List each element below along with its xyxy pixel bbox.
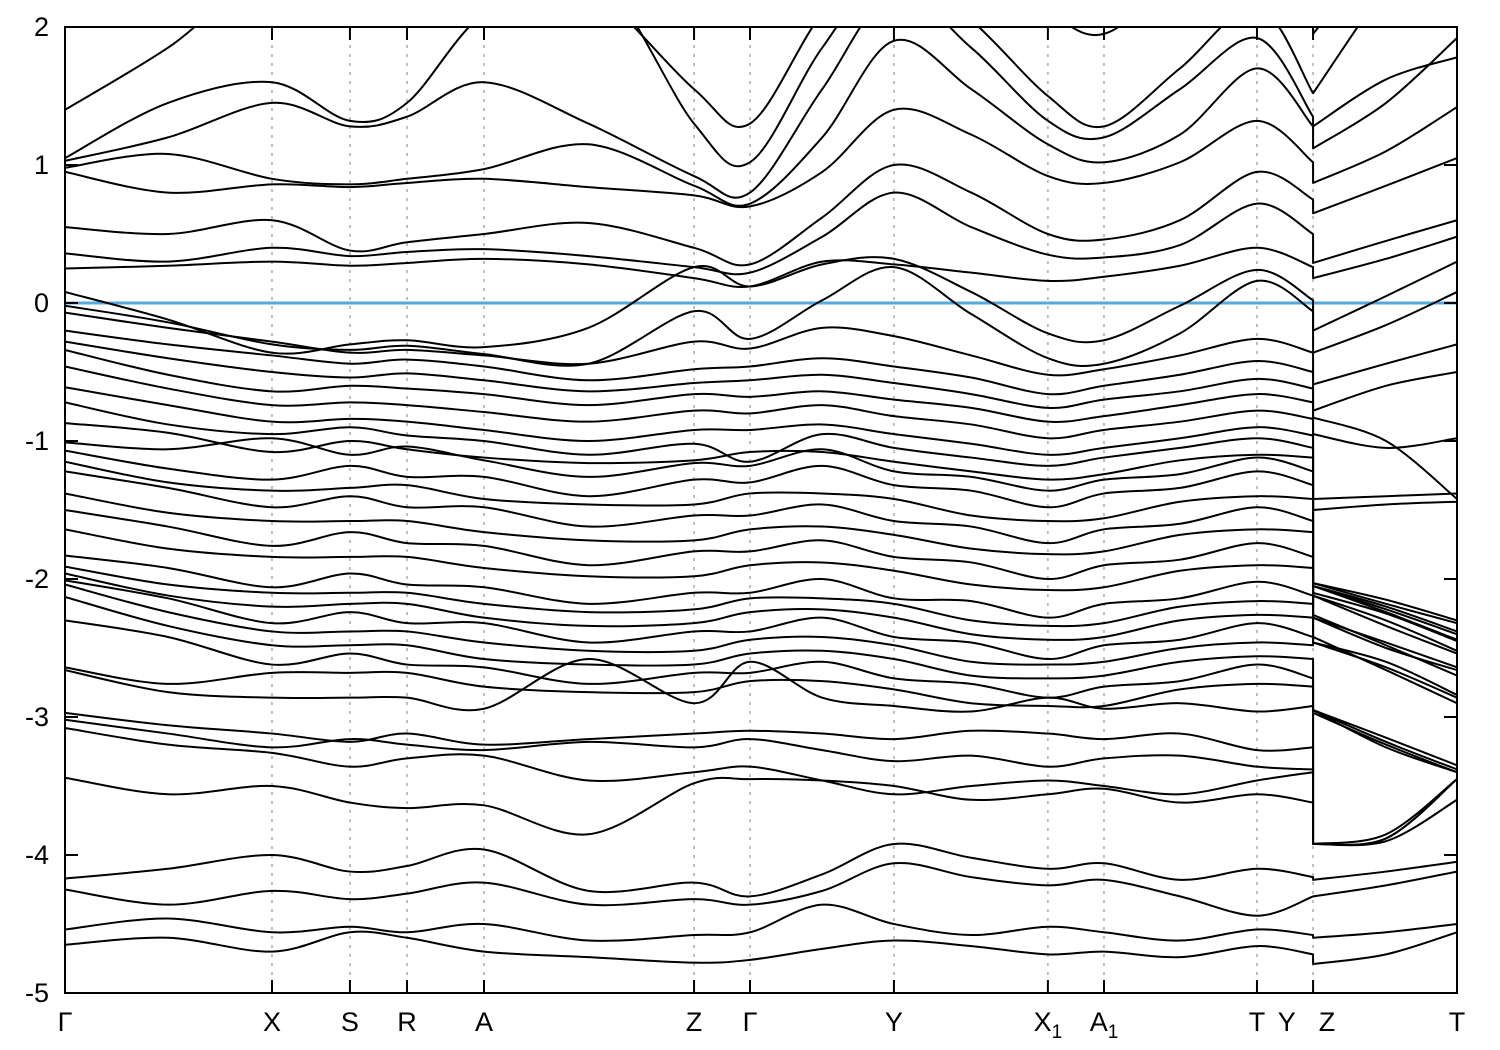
kpoint-label: Γ [743, 1007, 758, 1037]
band-line [65, 386, 1457, 511]
y-tick-label: 1 [34, 150, 49, 180]
band-line [65, 862, 1457, 917]
y-tick-label: 0 [34, 288, 49, 318]
band-line [65, 311, 1457, 386]
band-line [65, 619, 1457, 771]
y-tick-label: 2 [34, 12, 49, 42]
band-line [65, 460, 1457, 677]
band-line [65, 492, 1457, 633]
y-tick-label: -1 [25, 426, 49, 456]
band-line [65, 401, 1457, 622]
band-line [65, 27, 1359, 168]
kpoint-label: X [263, 1007, 281, 1037]
kpoint-label: A [475, 1007, 493, 1037]
band-line [65, 595, 1457, 767]
axis-ticks [65, 26, 1457, 994]
kpoint-label: X1 [1034, 1007, 1063, 1043]
y-tick-label: -3 [25, 702, 49, 732]
band-line [65, 930, 1457, 966]
band-line [65, 565, 1457, 655]
band-line [65, 106, 1457, 209]
kpoint-label: T [1449, 1007, 1466, 1037]
band-line [65, 235, 1457, 289]
band-line [65, 658, 1457, 846]
band-line [65, 470, 1457, 705]
band-line [65, 37, 1457, 207]
band-line [65, 666, 1457, 774]
band-line [65, 329, 1457, 412]
band-line [65, 554, 1457, 636]
kpoint-label: Y [885, 1007, 903, 1037]
band-line [65, 709, 1457, 796]
band-line [65, 365, 1457, 500]
band-line [65, 157, 1457, 267]
plot-border [64, 26, 1458, 994]
band-line [65, 437, 1457, 625]
band-line [65, 191, 1457, 276]
band-line [65, 256, 1457, 355]
kpoint-labels: Γ X S R A Z Γ Y X1 A1 T Y Z T [58, 1007, 1466, 1043]
kpoint-label: Z [1319, 1007, 1336, 1037]
band-line [65, 340, 1457, 500]
kpoint-label: T [1249, 1007, 1266, 1037]
y-tick-label: -4 [25, 840, 49, 870]
band-line [65, 572, 1457, 672]
kpoint-label: R [397, 1007, 417, 1037]
band-line [65, 718, 1457, 845]
kpoint-label: Y [1278, 1007, 1296, 1037]
band-line [65, 583, 1457, 666]
kpoint-label: S [341, 1007, 359, 1037]
band-line [65, 449, 1457, 652]
kpoint-label: Z [686, 1007, 703, 1037]
band-line [65, 27, 1320, 129]
band-line [65, 509, 1457, 669]
band-line [65, 528, 1457, 696]
kpoint-label: A1 [1090, 1007, 1119, 1043]
band-line [65, 903, 1457, 942]
band-line [65, 348, 1457, 449]
y-axis-labels: 2 1 0 -1 -2 -3 -4 -5 [25, 12, 49, 1008]
band-line [65, 266, 1457, 367]
band-line [65, 842, 1457, 898]
kpoint-label: Γ [58, 1007, 73, 1037]
band-line [65, 776, 1457, 847]
y-tick-label: -2 [25, 564, 49, 594]
band-line [65, 579, 1457, 699]
energy-bands [65, 27, 1457, 966]
y-tick-label: -5 [25, 978, 49, 1008]
